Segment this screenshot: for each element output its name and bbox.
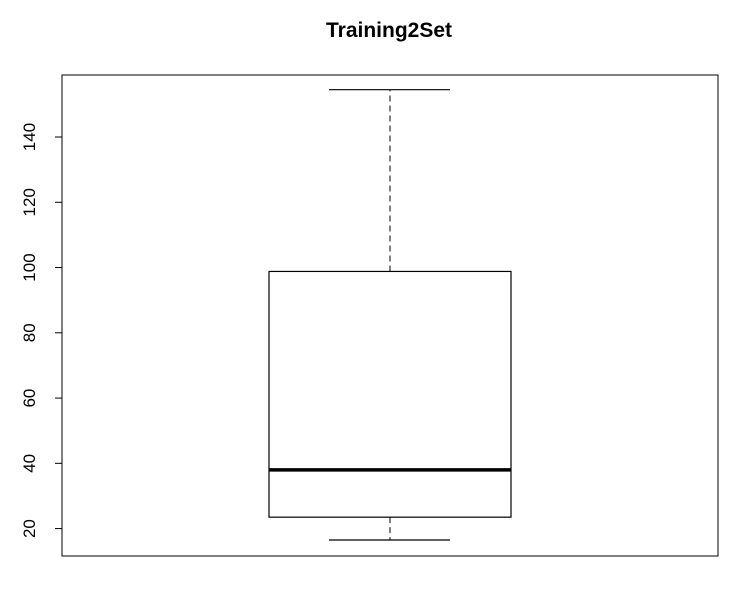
y-axis: 20 40 60 80 100 120 140 [20,123,63,538]
y-tick-label-100: 100 [20,253,39,281]
iqr-box [268,270,512,518]
y-tick-label-140: 140 [20,123,39,151]
box-plot [268,89,512,541]
chart-title: Training2Set [326,19,452,42]
y-tick-label-40: 40 [20,454,39,473]
y-tick-label-80: 80 [20,323,39,342]
y-tick-label-120: 120 [20,188,39,216]
y-tick-label-60: 60 [20,389,39,408]
y-tick-label-20: 20 [20,519,39,538]
